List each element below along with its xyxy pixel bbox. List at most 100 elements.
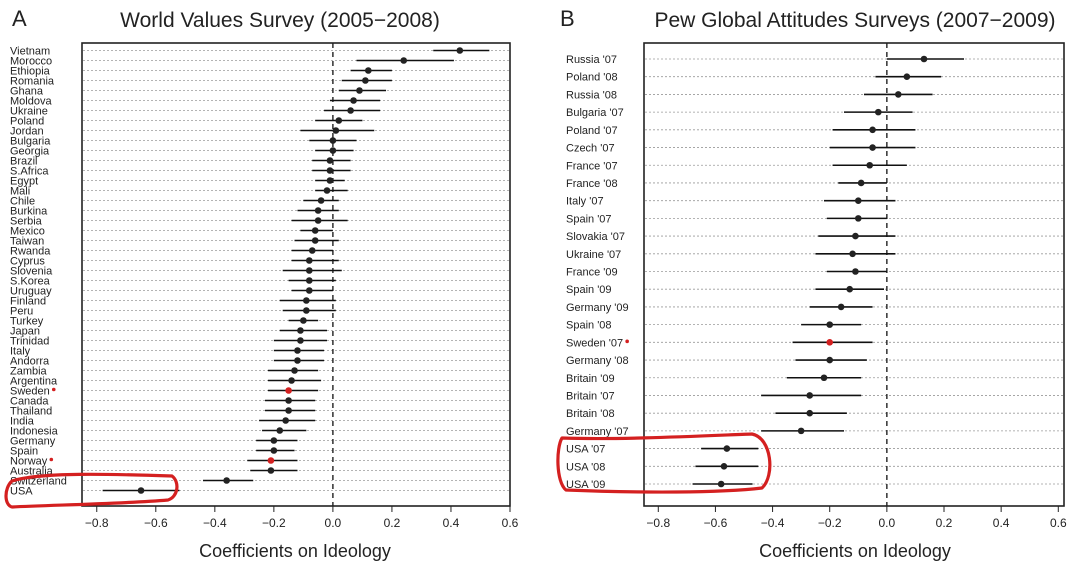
category-label: Finland bbox=[10, 296, 46, 308]
coefficient-point bbox=[826, 356, 834, 364]
coefficient-point bbox=[329, 147, 337, 154]
category-label: USA '08 bbox=[566, 461, 605, 473]
category-label: Cyprus bbox=[10, 256, 45, 268]
chart-title: Pew Global Attitudes Surveys (2007−2009) bbox=[655, 9, 1056, 32]
x-tick-label: −0.6 bbox=[704, 516, 728, 530]
category-label: Ukraine bbox=[10, 106, 48, 118]
coefficient-point bbox=[362, 77, 369, 84]
category-label: Andorra bbox=[10, 356, 50, 368]
category-label: USA '07 bbox=[566, 444, 605, 456]
coefficient-point bbox=[300, 317, 307, 324]
category-label: Jordan bbox=[10, 126, 44, 138]
category-label: Germany '07 bbox=[566, 426, 629, 438]
category-label: Japan bbox=[10, 326, 40, 338]
coefficient-point bbox=[311, 237, 319, 244]
plot-frame bbox=[643, 42, 1065, 507]
category-label: Italy bbox=[10, 346, 31, 358]
coefficient-point bbox=[288, 377, 295, 384]
coefficient-point bbox=[223, 477, 230, 484]
category-label: Britain '07 bbox=[566, 390, 615, 402]
coefficient-point bbox=[797, 427, 805, 435]
category-label: Germany bbox=[10, 436, 56, 448]
coefficient-point bbox=[723, 445, 731, 452]
coefficient-point bbox=[869, 144, 876, 151]
usa-highlight-circle bbox=[4, 472, 179, 509]
x-tick-label: 0.6 bbox=[502, 516, 519, 530]
coefficient-point bbox=[820, 374, 828, 382]
usa-highlight-circle bbox=[556, 432, 772, 494]
category-label: Peru bbox=[10, 306, 33, 318]
category-label: Brazil bbox=[10, 156, 38, 168]
x-tick-label: −0.4 bbox=[203, 516, 227, 530]
coefficient-point bbox=[291, 367, 298, 374]
category-label: Mali bbox=[10, 186, 30, 198]
coefficient-point bbox=[720, 462, 728, 470]
coefficient-point bbox=[806, 409, 814, 417]
panel-label: B bbox=[560, 6, 575, 31]
x-tick-label: 0.4 bbox=[443, 516, 460, 530]
category-label: Zambia bbox=[10, 366, 48, 378]
coefficient-point bbox=[305, 277, 313, 284]
chart-panel-a: A World Values Survey (2005−2008) −0.8 −0.6… bbox=[4, 6, 519, 561]
category-label: Morocco bbox=[10, 56, 52, 68]
category-label: Vietnam bbox=[10, 46, 50, 58]
coefficient-point bbox=[852, 268, 859, 275]
category-label: Sweden bbox=[10, 386, 50, 398]
category-label: USA '09 bbox=[566, 479, 605, 491]
coefficient-point bbox=[347, 107, 354, 114]
category-label: Georgia bbox=[10, 146, 50, 158]
category-label: Germany '08 bbox=[566, 355, 629, 367]
coefficient-point bbox=[846, 285, 854, 293]
x-tick-label: −0.6 bbox=[144, 516, 168, 530]
category-label: Taiwan bbox=[10, 236, 44, 248]
coefficient-point bbox=[305, 257, 313, 264]
coefficient-point bbox=[303, 307, 310, 314]
coefficient-point bbox=[323, 187, 331, 194]
coefficient-point bbox=[326, 167, 334, 174]
coefficient-point bbox=[285, 387, 292, 394]
coefficient-point bbox=[456, 47, 464, 54]
coefficient-point bbox=[332, 127, 340, 134]
category-label: Russia '07 bbox=[566, 54, 617, 66]
category-label: Poland bbox=[10, 116, 44, 128]
coefficient-point bbox=[305, 267, 313, 274]
coefficient-point bbox=[826, 321, 834, 328]
category-label: Argentina bbox=[10, 376, 58, 388]
coefficient-point bbox=[311, 227, 319, 234]
x-tick-label: 0.4 bbox=[993, 516, 1010, 530]
category-label: Trinidad bbox=[10, 336, 49, 348]
coefficient-point bbox=[356, 87, 363, 94]
category-label: France '07 bbox=[566, 160, 618, 172]
plot-frame bbox=[81, 42, 511, 507]
x-tick-label: 0.2 bbox=[384, 516, 401, 530]
coefficient-point bbox=[854, 215, 862, 222]
coefficient-point bbox=[267, 457, 275, 464]
x-tick-label: −0.8 bbox=[85, 516, 109, 530]
panel-label: A bbox=[12, 6, 27, 31]
coefficient-point bbox=[282, 417, 289, 424]
coefficient-point bbox=[866, 161, 874, 169]
category-label: Spain '07 bbox=[566, 213, 612, 225]
coefficient-point bbox=[717, 480, 725, 488]
category-label: France '09 bbox=[566, 267, 618, 279]
coefficient-point bbox=[314, 217, 322, 224]
category-label: Slovakia '07 bbox=[566, 231, 625, 243]
coefficient-point bbox=[869, 126, 876, 134]
category-label: Poland '07 bbox=[566, 125, 618, 137]
x-tick-label: −0.2 bbox=[262, 516, 286, 530]
x-axis-label: Coefficients on Ideology bbox=[199, 541, 391, 561]
coefficient-point bbox=[849, 250, 856, 258]
coefficient-point bbox=[305, 287, 313, 294]
category-label: Poland '08 bbox=[566, 72, 618, 84]
category-label: Spain '09 bbox=[566, 284, 612, 296]
category-label: S.Africa bbox=[10, 166, 49, 178]
category-label: Bulgaria bbox=[10, 136, 51, 148]
x-tick-label: 0.0 bbox=[325, 516, 342, 530]
category-label: Chile bbox=[10, 196, 35, 208]
category-label: Mexico bbox=[10, 226, 45, 238]
coefficient-point bbox=[294, 347, 301, 354]
coefficient-point bbox=[826, 339, 834, 346]
category-label: Egypt bbox=[10, 176, 38, 188]
category-label: Czech '07 bbox=[566, 143, 615, 155]
